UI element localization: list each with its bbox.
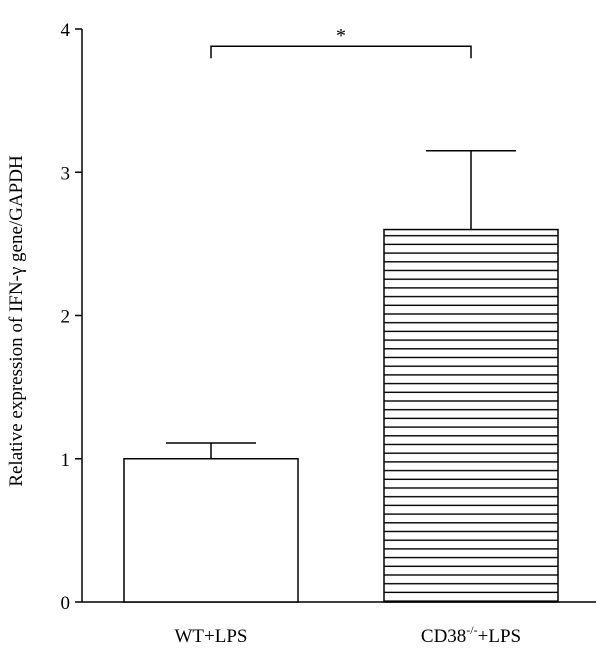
bars xyxy=(123,228,559,603)
y-tick-label: 0 xyxy=(61,593,71,614)
labels: WT+LPS CD38-/-+LPS * xyxy=(175,25,522,647)
significance-bracket: * xyxy=(210,25,472,59)
bar-0 xyxy=(123,458,299,603)
significance-star: * xyxy=(336,25,346,47)
y-tick-label: 2 xyxy=(61,307,71,328)
y-tick-label: 4 xyxy=(61,20,71,41)
significance-line xyxy=(210,45,472,59)
bar-1 xyxy=(383,228,559,603)
x-category-label-1: CD38-/-+LPS xyxy=(421,623,521,647)
y-tick-label: 3 xyxy=(61,163,71,184)
error-bars xyxy=(166,150,516,459)
y-axis-label: Relative expression of IFN-γ gene/GAPDH xyxy=(6,155,27,487)
x-category-label-0: WT+LPS xyxy=(175,626,248,647)
y-tick-label: 1 xyxy=(61,450,71,471)
